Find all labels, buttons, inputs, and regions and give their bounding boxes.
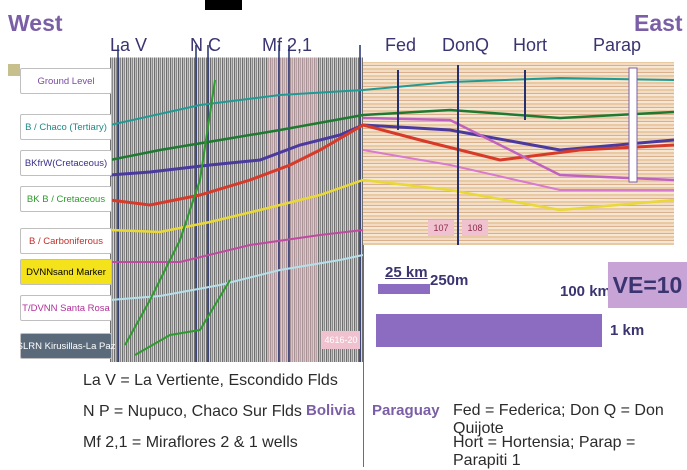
top-tab bbox=[205, 0, 242, 10]
well-label-hort: Hort bbox=[513, 35, 548, 55]
horizon-label-carboniferous: B / Carboniferous bbox=[20, 228, 112, 254]
well-label-nc: N C bbox=[190, 35, 221, 55]
scale-vertical-label-2: 1 km bbox=[610, 322, 645, 339]
legend-right-line-1: Fed = Federica; Don Q = Don Quijote bbox=[453, 402, 664, 437]
bullet-square-icon bbox=[8, 64, 20, 76]
well-label-fed: Fed bbox=[385, 35, 417, 55]
east-label: East bbox=[634, 10, 683, 36]
horizon-label-bkfrw: BKfrW(Cretaceous) bbox=[20, 150, 112, 176]
scale-horizontal-label: 25 km bbox=[385, 264, 428, 281]
well-label-parap: Parap bbox=[593, 35, 642, 55]
well-label-donq: DonQ bbox=[442, 35, 490, 55]
legend-left-line-1: La V = La Vertiente, Escondido Flds bbox=[83, 372, 338, 389]
horizon-label-ground-level: Ground Level bbox=[20, 68, 112, 94]
horizon-label-dvnn-sand: DVNNsand Marker bbox=[20, 259, 112, 285]
seismic-section-bolivia bbox=[110, 57, 363, 362]
well-label-la-v: La V bbox=[110, 35, 148, 55]
legend-left-line-2: N P = Nupuco, Chaco Sur Flds bbox=[83, 403, 302, 420]
line-id-107: 107 bbox=[428, 220, 454, 236]
country-label-bolivia: Bolivia bbox=[306, 402, 356, 419]
line-id-108: 108 bbox=[462, 220, 488, 236]
country-divider bbox=[363, 245, 364, 467]
scale-vertical-label: 250m bbox=[430, 272, 469, 289]
ve-box: VE=10 bbox=[608, 262, 687, 308]
horizon-label-kirusillas: SLRN Kirusillas-La Paz bbox=[17, 333, 115, 359]
horizon-label-bk-cretaceous: BK B / Cretaceous bbox=[20, 186, 112, 212]
scale-horizontal-label-2: 100 km bbox=[560, 283, 611, 300]
scale-bar-short bbox=[378, 284, 430, 294]
country-label-paraguay: Paraguay bbox=[372, 402, 440, 419]
legend-right-line-2: Hort = Hortensia; Parap = Parapiti 1 bbox=[453, 434, 636, 469]
west-label: West bbox=[8, 10, 63, 36]
highlight-band bbox=[268, 57, 318, 362]
horizon-label-chaco: B / Chaco (Tertiary) bbox=[20, 114, 112, 140]
line-id-left: 4616-20 bbox=[322, 331, 360, 349]
well-label-mf: Mf 2,1 bbox=[262, 35, 313, 55]
scale-bar-long bbox=[376, 314, 602, 347]
horizon-label-santa-rosa: T/DVNN Santa Rosa bbox=[20, 295, 112, 321]
legend-left-line-3: Mf 2,1 = Miraflores 2 & 1 wells bbox=[83, 434, 298, 451]
